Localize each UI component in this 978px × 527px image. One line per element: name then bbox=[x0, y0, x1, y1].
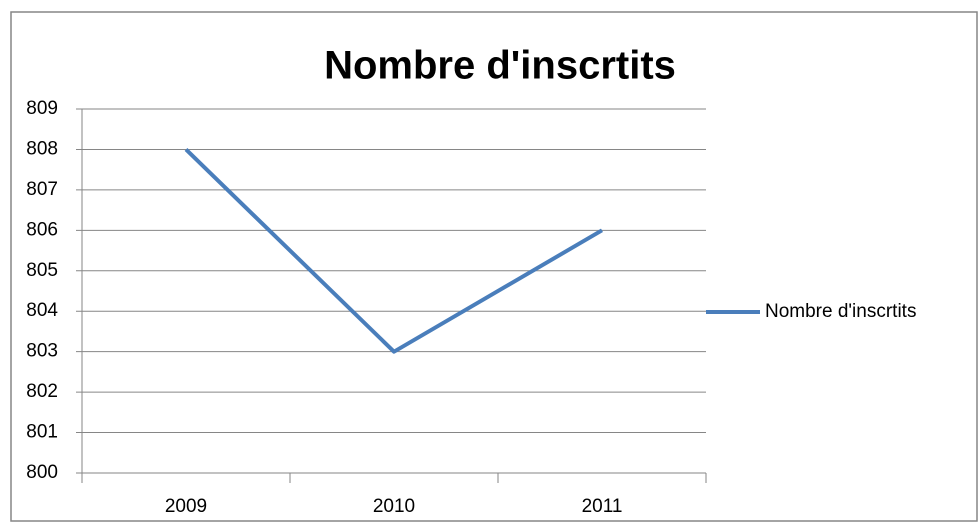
chart-title: Nombre d'inscrtits bbox=[324, 44, 676, 88]
y-tick-label: 805 bbox=[26, 260, 58, 281]
y-tick-label: 806 bbox=[26, 219, 58, 240]
y-tick-label: 804 bbox=[26, 300, 58, 321]
x-tick-label: 2009 bbox=[165, 496, 207, 517]
x-tick-label: 2010 bbox=[373, 496, 415, 517]
data-line bbox=[184, 148, 604, 354]
chart-border bbox=[10, 11, 978, 522]
x-tick-label: 2011 bbox=[582, 496, 623, 517]
legend-label: Nombre d'inscrtits bbox=[765, 301, 916, 322]
y-tick-label: 803 bbox=[26, 341, 58, 362]
y-tick-label: 800 bbox=[26, 462, 58, 483]
y-tick-label: 801 bbox=[26, 422, 58, 443]
y-tick-label: 807 bbox=[26, 179, 58, 200]
y-tick-label: 809 bbox=[26, 98, 58, 119]
y-tick-label: 802 bbox=[26, 381, 58, 402]
y-tick-label: 808 bbox=[26, 138, 58, 159]
